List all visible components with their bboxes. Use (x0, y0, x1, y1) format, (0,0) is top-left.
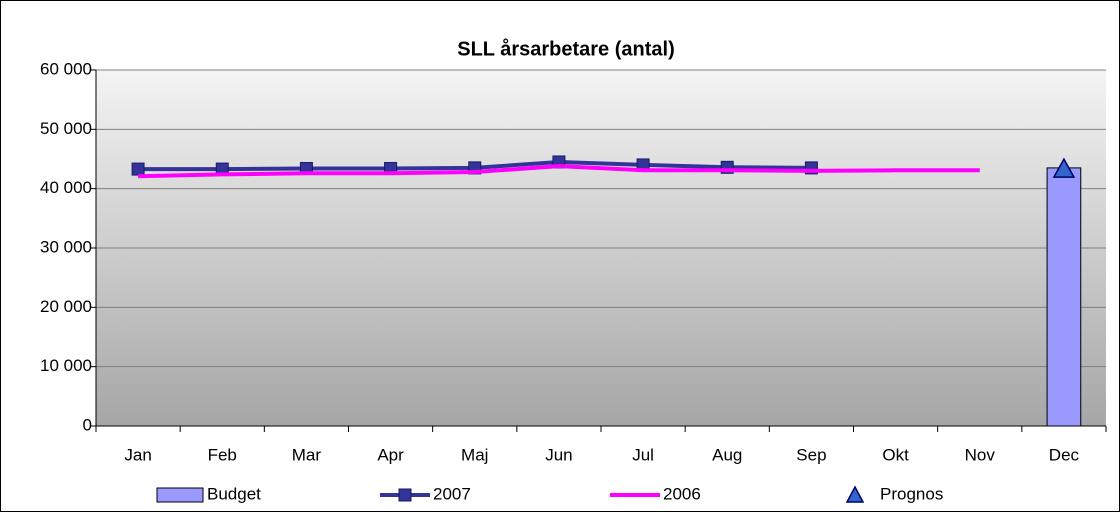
bar (1046, 167, 1082, 427)
legend-marker (398, 488, 412, 502)
y-tick-label: 10 000 (40, 356, 92, 375)
x-tick-label: Dec (1049, 445, 1080, 464)
legend-label: 2007 (433, 484, 471, 503)
x-tick-label: Apr (377, 445, 404, 464)
y-tick-label: 40 000 (40, 178, 92, 197)
x-tick-label: Aug (712, 445, 742, 464)
legend-label: Prognos (880, 484, 943, 503)
x-tick-label: Maj (461, 445, 488, 464)
point (1052, 157, 1076, 178)
x-tick-label: Jun (545, 445, 572, 464)
y-tick-label: 0 (83, 415, 92, 434)
legend-label: 2006 (663, 484, 701, 503)
line-marker (131, 162, 145, 176)
x-tick-label: Okt (882, 445, 909, 464)
x-tick-label: Mar (292, 445, 322, 464)
chart-title: SLL årsarbetare (antal) (457, 37, 675, 60)
y-tick-label: 50 000 (40, 119, 92, 138)
x-tick-label: Feb (208, 445, 237, 464)
x-tick-label: Sep (796, 445, 826, 464)
x-tick-label: Nov (965, 445, 996, 464)
x-tick-label: Jan (124, 445, 151, 464)
y-tick-label: 60 000 (40, 59, 92, 78)
legend-swatch (845, 485, 865, 503)
y-tick-label: 30 000 (40, 237, 92, 256)
line (138, 164, 980, 179)
legend-swatch (156, 487, 204, 503)
y-tick-label: 20 000 (40, 297, 92, 316)
legend-label: Budget (207, 484, 261, 503)
x-tick-label: Jul (632, 445, 654, 464)
